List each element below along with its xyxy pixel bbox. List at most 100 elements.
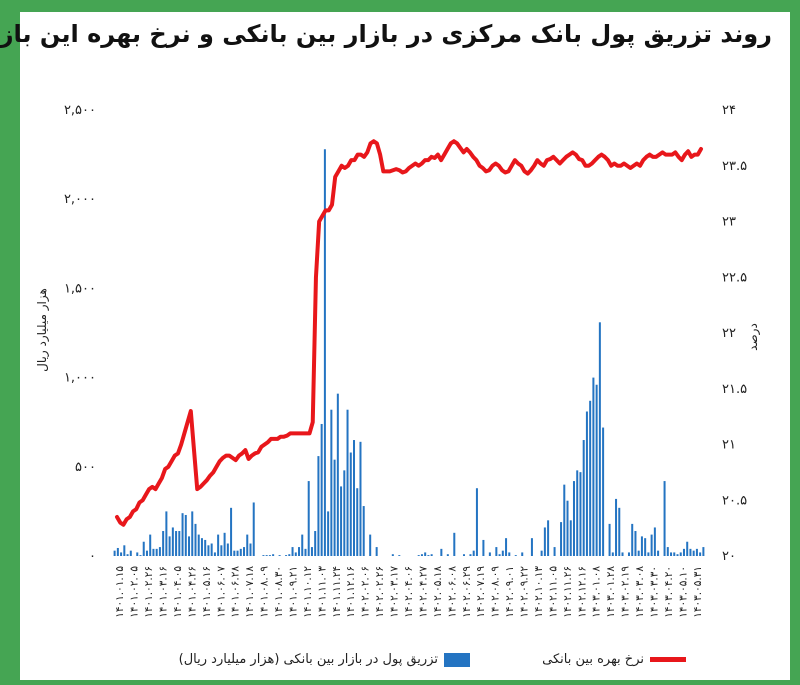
- bar: [676, 554, 679, 556]
- bar: [644, 538, 647, 556]
- bar: [204, 539, 207, 556]
- bar: [566, 500, 569, 556]
- bar: [239, 548, 242, 556]
- bar-series: [113, 149, 705, 556]
- right-tick-label: ۲۴: [722, 103, 736, 118]
- bar: [207, 545, 210, 556]
- bar: [294, 552, 297, 556]
- x-tick-label: ۱۴۰۱.۰۲.۰۵: [129, 566, 141, 618]
- bar: [608, 523, 611, 556]
- right-tick-label: ۲۳.۵: [722, 159, 747, 174]
- bar: [699, 552, 702, 556]
- bar: [553, 547, 556, 556]
- bar: [307, 481, 310, 556]
- bar: [592, 377, 595, 556]
- bar: [262, 555, 265, 556]
- bar: [149, 534, 152, 556]
- bar: [236, 550, 239, 556]
- x-tick-label: ۱۴۰۳.۰۵.۱۰: [677, 566, 689, 618]
- bar: [598, 322, 601, 556]
- bar: [268, 555, 271, 556]
- left-tick-label: ۰: [89, 549, 96, 564]
- x-tick-label: ۱۴۰۲.۰۶.۰۸: [446, 566, 458, 618]
- bar: [430, 554, 433, 556]
- bar: [686, 541, 689, 556]
- bar: [469, 554, 472, 556]
- bar: [181, 513, 184, 556]
- bar: [530, 538, 533, 556]
- bar: [194, 523, 197, 556]
- bar: [220, 545, 223, 556]
- bar: [689, 548, 692, 556]
- bar: [589, 400, 592, 556]
- x-tick-label: ۱۴۰۲.۰۲.۰۶: [360, 566, 372, 618]
- bar: [272, 554, 275, 556]
- bar: [576, 470, 579, 556]
- x-tick-label: ۱۴۰۱.۰۸.۳۰: [273, 566, 285, 618]
- bar: [563, 484, 566, 556]
- bar: [585, 411, 588, 556]
- bar: [226, 543, 229, 556]
- bar: [611, 552, 614, 556]
- bar: [615, 498, 618, 556]
- bar: [291, 547, 294, 556]
- x-tick-label: ۱۴۰۳.۰۵.۳۱: [692, 566, 704, 618]
- bar: [323, 149, 326, 556]
- bar: [327, 511, 330, 556]
- bar: [126, 554, 129, 556]
- bar: [359, 441, 362, 556]
- x-tick-label: ۱۴۰۱.۰۴.۰۵: [172, 566, 184, 618]
- bar: [462, 554, 465, 556]
- rate-line: [115, 139, 703, 527]
- x-tick-label: ۱۴۰۳.۰۱.۲۸: [605, 566, 617, 618]
- x-tick-label: ۱۴۰۳.۰۳.۰۸: [634, 566, 646, 618]
- x-tick-label: ۱۴۰۱.۰۵.۱۶: [201, 566, 213, 618]
- chart-title: روند تزریق پول بانک مرکزی در بازار بین ب…: [0, 20, 772, 48]
- bar: [695, 548, 698, 556]
- bar: [647, 552, 650, 556]
- bar: [249, 543, 252, 556]
- right-tick-label: ۲۳: [722, 215, 736, 230]
- bar: [501, 550, 504, 556]
- left-axis-title: هزار میلیارد ریال: [35, 288, 50, 372]
- bar: [113, 550, 116, 556]
- bar: [446, 554, 449, 556]
- left-tick-label: ۱,۵۰۰: [64, 281, 96, 296]
- legend-swatch-bar: [444, 652, 470, 667]
- bar: [640, 536, 643, 556]
- bar: [233, 550, 236, 556]
- bar: [175, 531, 178, 556]
- x-axis-ticks: ۱۴۰۱.۰۱.۱۵ ۱۴۰۱.۰۲.۰۵ ۱۴۰۱.۰۲.۲۶ ۱۴۰۱.۰۳.۱۶…: [114, 566, 704, 618]
- bar: [572, 481, 575, 556]
- bar: [340, 486, 343, 556]
- bar: [618, 507, 621, 556]
- left-tick-label: ۲,۰۰۰: [64, 192, 96, 207]
- bar: [488, 552, 491, 556]
- bar: [349, 452, 352, 556]
- bar: [595, 384, 598, 556]
- bar: [145, 550, 148, 556]
- bar: [666, 547, 669, 556]
- bar: [702, 547, 705, 556]
- bar: [692, 550, 695, 556]
- bar: [391, 554, 394, 556]
- bar: [569, 520, 572, 556]
- bar: [343, 470, 346, 556]
- bar: [362, 506, 365, 556]
- legend-label-rate: نرخ بهره بین بانکی: [542, 652, 644, 667]
- line-series: [115, 139, 703, 527]
- bar: [521, 552, 524, 556]
- bar: [265, 555, 268, 556]
- bar: [171, 527, 174, 556]
- x-tick-label: ۱۴۰۲.۱۱.۲۶: [562, 566, 574, 618]
- x-tick-label: ۱۴۰۱.۱۱.۰۳: [316, 566, 328, 618]
- bar: [417, 555, 420, 556]
- bar: [333, 459, 336, 556]
- bar: [427, 555, 430, 556]
- bar: [252, 502, 255, 556]
- x-tick-label: ۱۴۰۱.۰۶.۲۸: [230, 566, 242, 618]
- x-tick-label: ۱۴۰۲.۰۴.۲۷: [417, 566, 429, 618]
- bar: [353, 440, 356, 556]
- bar: [472, 550, 475, 556]
